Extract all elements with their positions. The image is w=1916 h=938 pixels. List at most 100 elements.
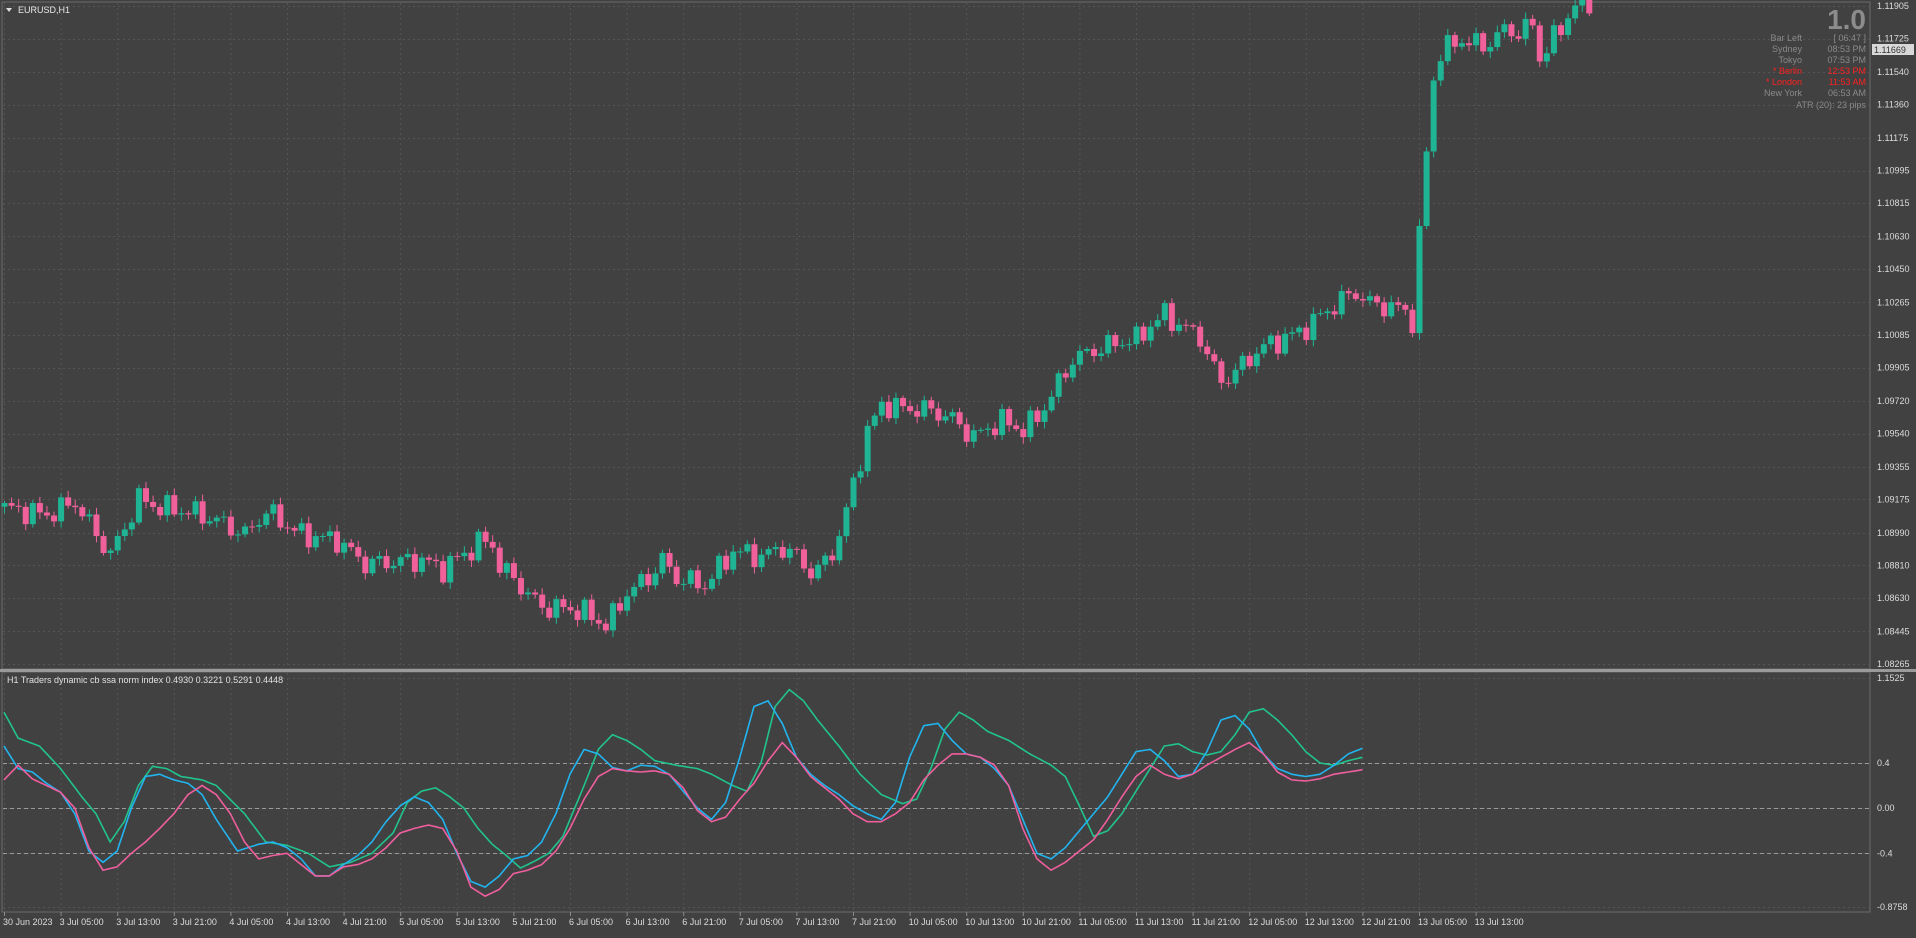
candle bbox=[1331, 305, 1338, 320]
candle bbox=[1211, 349, 1218, 365]
price-tick-label: 1.09355 bbox=[1877, 462, 1910, 472]
candle bbox=[1437, 54, 1444, 87]
candle bbox=[1409, 303, 1416, 338]
candle bbox=[772, 542, 779, 556]
indicator-line-blue bbox=[3, 699, 1363, 889]
candle bbox=[114, 530, 121, 556]
candle bbox=[199, 494, 206, 531]
candle bbox=[1359, 292, 1366, 307]
candle bbox=[128, 517, 135, 536]
candle bbox=[1522, 12, 1529, 46]
candle bbox=[1267, 332, 1274, 350]
candle bbox=[1430, 76, 1437, 158]
candle bbox=[581, 596, 588, 624]
candle bbox=[1246, 351, 1253, 370]
candle bbox=[786, 543, 793, 565]
candle bbox=[1027, 406, 1034, 442]
time-tick-label: 6 Jul 13:00 bbox=[626, 917, 670, 927]
candle bbox=[150, 495, 157, 512]
time-tick-label: 7 Jul 13:00 bbox=[795, 917, 839, 927]
candle bbox=[956, 407, 963, 429]
candle bbox=[440, 554, 447, 585]
session-times-panel: Bar Left [ 06:47 ] Sydney 08:53 PM Tokyo 07:5… bbox=[1764, 33, 1866, 98]
price-tick-label: 1.11360 bbox=[1877, 100, 1909, 110]
candle bbox=[503, 560, 510, 580]
candle bbox=[1147, 320, 1154, 348]
candle bbox=[447, 552, 454, 589]
candle bbox=[1197, 321, 1204, 353]
session-time: 07:53 PM bbox=[1827, 55, 1866, 65]
candle bbox=[1444, 28, 1451, 66]
candle bbox=[602, 618, 609, 634]
candle bbox=[751, 537, 758, 574]
candle bbox=[1402, 302, 1409, 316]
candle bbox=[553, 595, 560, 624]
candle bbox=[72, 499, 79, 514]
candle bbox=[43, 506, 50, 520]
candle bbox=[411, 547, 418, 579]
candle bbox=[1395, 297, 1402, 312]
indicator-label: H1 Traders dynamic cb ssa norm index 0.4… bbox=[7, 675, 283, 685]
time-tick-label: 13 Jul 05:00 bbox=[1418, 917, 1467, 927]
candle bbox=[609, 600, 616, 638]
price-tick-label: 1.11725 bbox=[1877, 34, 1909, 44]
main-price-axis: 1.11905 1.11725 1.11540 1.11360 1.11175 1.109… bbox=[1877, 1, 1910, 669]
indicator-tick-label: 0.00 bbox=[1877, 803, 1895, 813]
candle bbox=[171, 488, 178, 517]
candle bbox=[737, 547, 744, 559]
candle bbox=[723, 549, 730, 575]
candle bbox=[121, 522, 128, 542]
indicator-value-axis: 1.1525 0.4 0.00 -0.4 -0.8758 bbox=[1877, 673, 1908, 912]
candle bbox=[836, 529, 843, 565]
candle bbox=[1296, 325, 1303, 337]
candle bbox=[1529, 14, 1536, 30]
candle bbox=[595, 613, 602, 630]
candle bbox=[1161, 300, 1168, 327]
candle bbox=[694, 564, 701, 594]
candle bbox=[8, 497, 15, 510]
triangle-down-icon[interactable] bbox=[6, 8, 12, 12]
candle bbox=[815, 560, 822, 582]
time-tick-label: 10 Jul 13:00 bbox=[965, 917, 1014, 927]
candle bbox=[135, 484, 142, 525]
candles-group bbox=[1, 0, 1593, 638]
time-tick-label: 6 Jul 05:00 bbox=[569, 917, 613, 927]
candle bbox=[390, 560, 397, 574]
candle bbox=[829, 549, 836, 566]
candle bbox=[1366, 290, 1373, 306]
price-tick-label: 1.08990 bbox=[1877, 528, 1910, 538]
candle bbox=[1119, 339, 1126, 350]
session-time: 08:53 PM bbox=[1827, 44, 1866, 54]
candle bbox=[638, 570, 645, 591]
candle bbox=[666, 548, 673, 573]
candle bbox=[963, 417, 970, 448]
candle bbox=[157, 503, 164, 521]
candle bbox=[1140, 322, 1147, 345]
candle bbox=[397, 554, 404, 573]
candle bbox=[489, 535, 496, 553]
candle bbox=[1048, 390, 1055, 413]
time-tick-label: 5 Jul 21:00 bbox=[512, 917, 556, 927]
candle bbox=[213, 514, 220, 528]
candle bbox=[22, 502, 29, 531]
candle bbox=[206, 516, 213, 527]
candle bbox=[1579, 0, 1586, 12]
candle bbox=[1586, 0, 1593, 16]
symbol-label[interactable]: EURUSD,H1 bbox=[18, 5, 70, 15]
candle bbox=[1062, 368, 1069, 383]
candle bbox=[765, 545, 772, 560]
price-tick-label: 1.08630 bbox=[1877, 593, 1910, 603]
candle bbox=[383, 549, 390, 573]
candle bbox=[949, 408, 956, 424]
candle bbox=[1572, 0, 1579, 24]
candle bbox=[185, 510, 192, 520]
time-tick-label: 4 Jul 13:00 bbox=[286, 917, 330, 927]
candle bbox=[652, 567, 659, 590]
candle bbox=[93, 507, 100, 543]
candle bbox=[362, 550, 369, 580]
time-tick-label: 10 Jul 21:00 bbox=[1022, 917, 1071, 927]
candle bbox=[355, 540, 362, 563]
